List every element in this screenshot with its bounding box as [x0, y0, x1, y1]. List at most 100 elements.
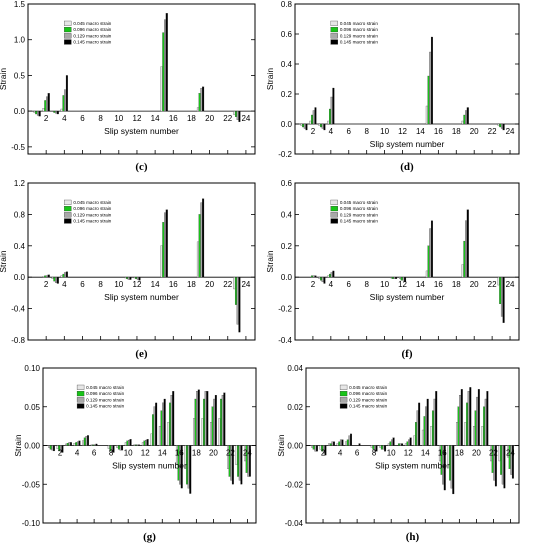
plot-frame [294, 182, 520, 341]
bar [345, 441, 348, 446]
y-tick-label: 0.0 [14, 107, 26, 116]
bar [158, 426, 161, 446]
x-tick-label: 14 [416, 127, 425, 136]
bar [83, 437, 86, 446]
bar [477, 389, 480, 446]
y-tick-label: -0.8 [11, 336, 25, 345]
bar [330, 96, 333, 125]
bar [162, 222, 165, 278]
x-tick-label: 18 [455, 449, 464, 458]
x-tick-label: 8 [98, 280, 103, 289]
bar [430, 426, 433, 446]
legend-swatch [64, 212, 72, 218]
bar [82, 440, 85, 446]
bar [406, 441, 409, 446]
bar [429, 51, 432, 125]
bar [387, 443, 390, 446]
bar [172, 391, 175, 446]
x-tick-label: 2 [321, 449, 326, 458]
bar [61, 445, 64, 453]
bar [333, 441, 335, 446]
bar [203, 398, 206, 446]
bar [348, 435, 351, 446]
panel-caption: (c) [135, 161, 148, 173]
bar [164, 19, 167, 112]
bar [397, 443, 400, 446]
bar [497, 277, 500, 286]
x-tick-label: 8 [372, 449, 377, 458]
legend-entry: 0.129 macro strain [86, 397, 124, 402]
y-axis-title: Strain [0, 250, 8, 272]
legend-swatch [330, 27, 338, 33]
bar [163, 398, 166, 446]
bar [48, 445, 51, 448]
bar [238, 277, 241, 333]
bar [75, 442, 78, 446]
bar [153, 406, 156, 446]
bar [197, 389, 200, 446]
legend-entry: 0.145 macro strain [73, 40, 111, 45]
x-tick-label: 6 [80, 280, 85, 289]
x-tick-label: 8 [364, 127, 369, 136]
bar [237, 445, 240, 477]
bar [338, 441, 341, 446]
bar [382, 445, 385, 450]
bar [320, 123, 323, 128]
x-tick-label: 8 [109, 449, 114, 458]
bar [46, 96, 49, 112]
y-tick-label: 1.5 [14, 0, 26, 9]
x-tick-label: 6 [355, 449, 360, 458]
bar [196, 107, 199, 112]
panel-caption: (g) [143, 531, 156, 543]
plot-frame [294, 3, 520, 155]
bar [346, 439, 349, 446]
bar [68, 442, 71, 446]
bar [112, 445, 115, 453]
x-tick-label: 4 [62, 280, 67, 289]
y-axis-title: Strain [0, 68, 8, 90]
bar [311, 275, 314, 278]
x-tick-label: 18 [187, 114, 196, 123]
bar [429, 228, 432, 278]
bar [500, 277, 503, 317]
legend-entry: 0.145 macro strain [86, 404, 124, 409]
bar [483, 406, 486, 446]
legend-swatch [330, 218, 338, 224]
bar [341, 439, 344, 446]
bar [494, 445, 497, 487]
x-tick-label: 20 [472, 449, 481, 458]
bar [413, 435, 416, 446]
bar [327, 120, 330, 125]
x-tick-label: 18 [452, 280, 461, 289]
legend-entry: 0.096 macro strain [340, 206, 378, 211]
bar [64, 272, 67, 278]
bar [202, 86, 205, 112]
legend-entry: 0.129 macro strain [340, 212, 378, 217]
bar [133, 277, 136, 279]
bar [379, 445, 382, 448]
bar [189, 445, 192, 494]
bar [196, 241, 199, 278]
bar [119, 445, 122, 451]
bar [66, 443, 69, 446]
x-axis-title: Slip system number [104, 292, 179, 302]
bar [194, 398, 197, 446]
x-tick-label: 6 [347, 127, 352, 136]
chart-panel-5: 0.040.020.00-0.02-0.042 4 6 8 10 12 14 16 18 20 22… [276, 364, 520, 543]
bar [328, 443, 331, 446]
bar [160, 66, 163, 112]
bar [220, 398, 223, 446]
bar [126, 440, 129, 446]
bar [85, 436, 88, 446]
bar [409, 437, 412, 446]
bar [425, 406, 428, 446]
bar [336, 443, 339, 446]
bar [473, 426, 475, 446]
x-tick-label: 6 [80, 114, 85, 123]
bar [432, 410, 434, 446]
bar [459, 395, 462, 446]
x-tick-label: 10 [124, 449, 133, 458]
bar [214, 395, 217, 446]
x-axis-title: Slip system number [370, 139, 445, 149]
